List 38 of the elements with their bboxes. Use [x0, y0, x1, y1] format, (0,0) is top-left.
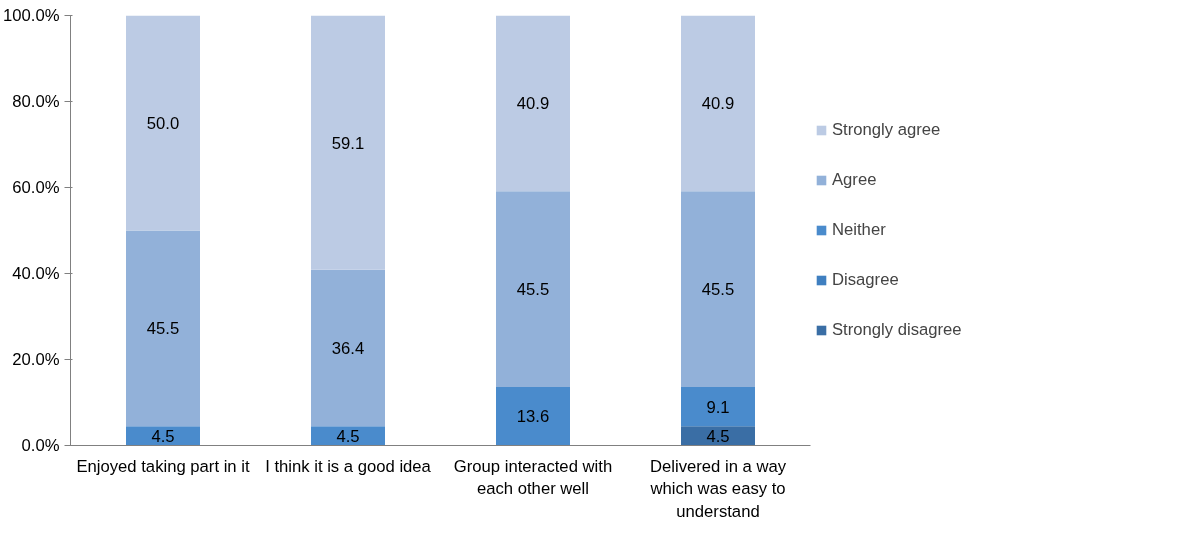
bar [681, 387, 755, 427]
y-tick-label: 40.0% [12, 264, 60, 283]
x-tick-label: Group interacted with each other well [453, 456, 613, 499]
data-label: 4.5 [336, 426, 360, 446]
y-tick-label: 0.0% [21, 436, 60, 455]
x-tick-label: Delivered in a way which was easy to understand [649, 456, 787, 522]
data-label: 50.0 [146, 114, 180, 133]
legend-label: Disagree [832, 270, 899, 290]
bar [311, 269, 385, 427]
data-label: 40.9 [516, 94, 550, 114]
y-tick-label: 20.0% [12, 350, 60, 369]
bar [126, 15, 200, 231]
y-tick-label: 60.0% [12, 178, 60, 197]
data-label: 13.6 [516, 407, 550, 427]
data-label: 45.5 [516, 280, 550, 300]
data-label: 45.5 [701, 280, 735, 300]
data-label: 9.1 [706, 397, 730, 417]
bar [311, 15, 385, 270]
legend-label: Strongly disagree [832, 320, 962, 340]
bar [496, 15, 570, 192]
bar [681, 191, 755, 388]
x-tick-label: Enjoyed taking part in it [76, 456, 250, 476]
data-label: 36.4 [331, 338, 365, 358]
x-tick-label: I think it is a good idea [265, 456, 432, 476]
data-label: 45.5 [146, 319, 180, 339]
y-tick-label: 100.0% [3, 6, 60, 25]
legend-label: Neither [832, 220, 886, 240]
bar [681, 15, 755, 192]
legend-label: Agree [832, 170, 877, 190]
data-label: 4.5 [706, 426, 730, 446]
bar [126, 230, 200, 427]
data-label: 4.5 [151, 426, 175, 446]
data-label: 59.1 [331, 133, 365, 153]
bar [496, 387, 570, 446]
y-tick-label: 80.0% [12, 92, 60, 111]
bar [496, 191, 570, 388]
data-label: 40.9 [701, 94, 735, 114]
legend-label: Strongly agree [832, 120, 941, 140]
